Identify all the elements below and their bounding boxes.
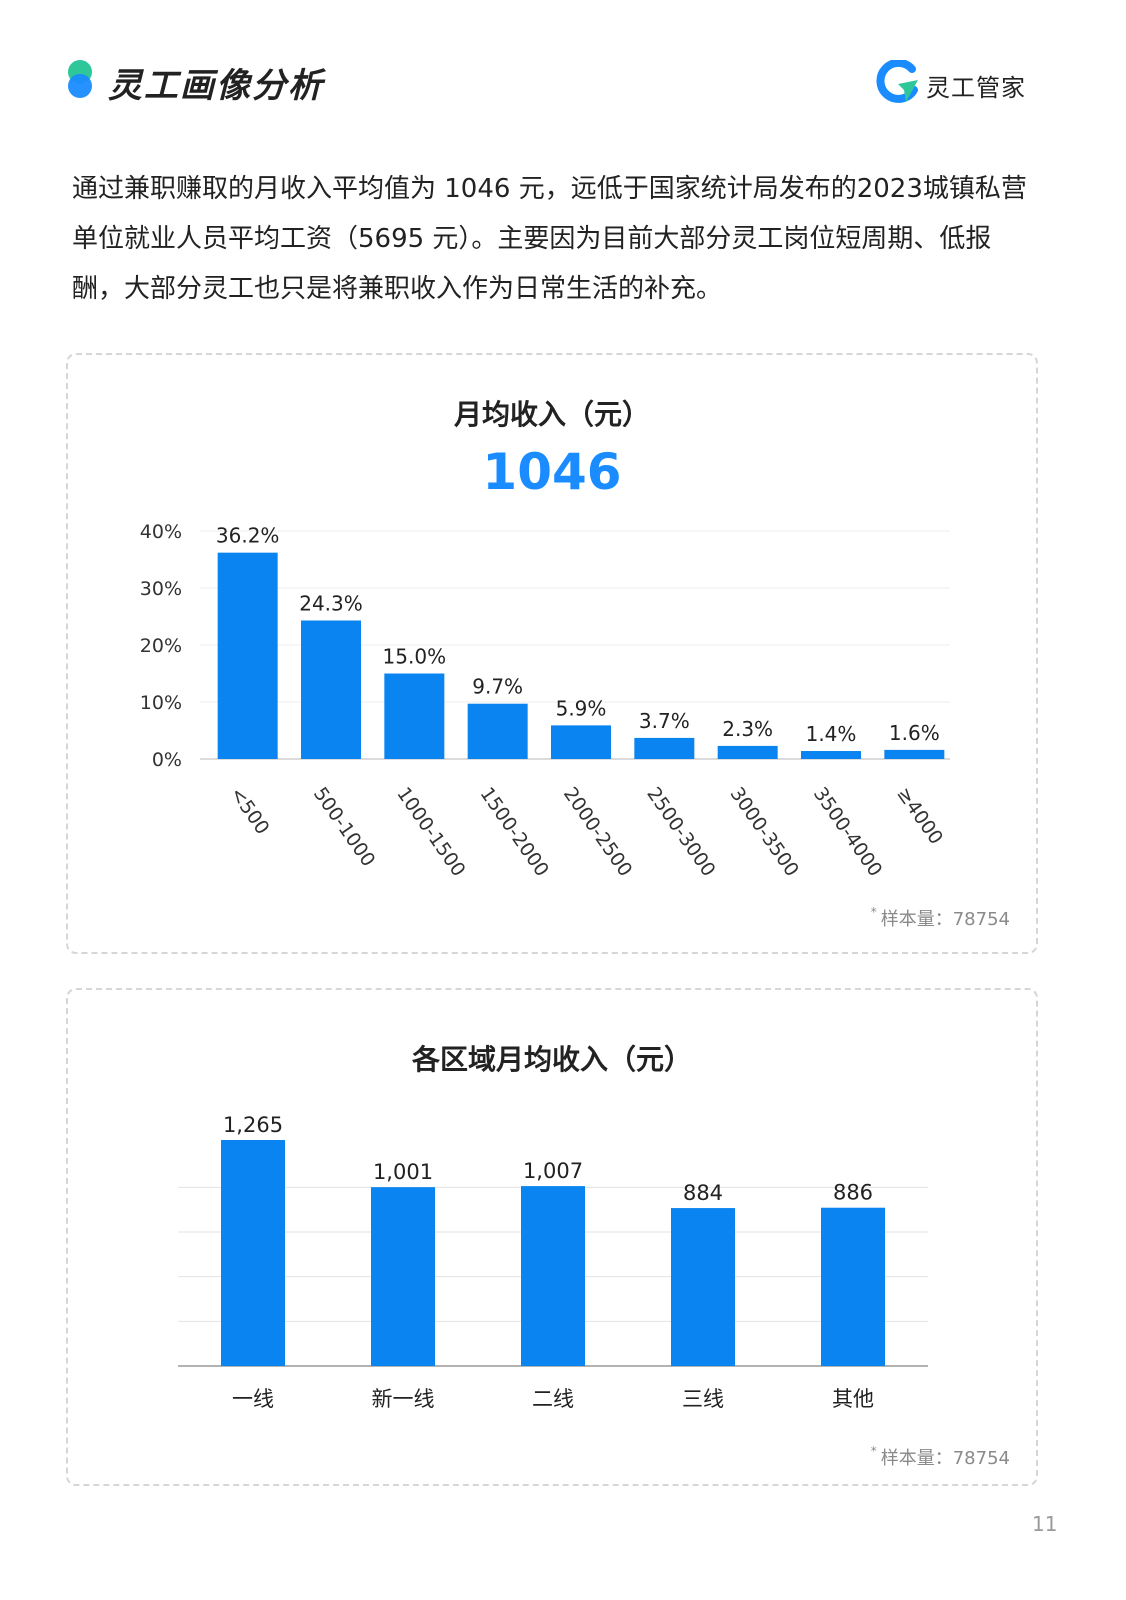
data-label: 24.3%	[299, 591, 363, 615]
sample-size-text: 样本量：78754	[880, 909, 1010, 930]
section-dot-icon	[66, 58, 94, 102]
data-label: 1.6%	[889, 721, 940, 745]
y-tick-label: 10%	[140, 692, 182, 714]
income-distribution-chart: 0% 10% 20% 30% 40% 36.2% <500 24.3% 500-1000 15.0…	[140, 521, 950, 881]
sample-size-text: 样本量：78754	[880, 1448, 1010, 1469]
y-tick-label: 40%	[140, 521, 182, 543]
y-tick-label: 0%	[152, 749, 182, 771]
bar	[467, 703, 528, 759]
x-tick-label: 500-1000	[309, 783, 379, 871]
data-label: 9.7%	[472, 675, 523, 699]
section-title: 灵工画像分析	[108, 66, 324, 106]
page-number: 11	[1032, 1512, 1058, 1536]
bar	[521, 1186, 585, 1366]
bar	[884, 749, 945, 759]
bar	[717, 745, 778, 759]
data-label: 884	[683, 1181, 723, 1205]
data-label: 1.4%	[806, 722, 857, 746]
data-label: 1,265	[223, 1113, 283, 1137]
bar	[801, 751, 861, 759]
x-tick-label: 二线	[532, 1387, 574, 1411]
x-tick-label: 1500-2000	[476, 783, 553, 880]
x-tick-label: 2500-3000	[642, 783, 719, 880]
bar	[671, 1208, 735, 1366]
data-label: 5.9%	[556, 696, 607, 720]
regional-income-chart: 1,265 一线 1,001 新一线 1,007 二线 884 三线 886 其他	[178, 1113, 928, 1411]
x-tick-label: 1000-1500	[392, 783, 469, 880]
data-label: 1,007	[523, 1159, 583, 1183]
income-distribution-card: 月均收入（元） 1046 0% 10% 20% 30% 40% 36.2% <500 24.3…	[66, 353, 1038, 954]
x-tick-label: ≥4000	[892, 783, 947, 848]
data-label: 2.3%	[722, 717, 773, 741]
x-tick-label: 一线	[232, 1387, 274, 1411]
average-income-value: 1046	[482, 443, 622, 501]
bar	[821, 1207, 885, 1366]
data-label: 886	[833, 1181, 873, 1205]
brand-logo-icon	[876, 60, 918, 103]
brand-name: 灵工管家	[926, 74, 1026, 102]
bar	[217, 552, 278, 759]
x-tick-label: 三线	[682, 1387, 724, 1411]
x-tick-label: 2000-2500	[559, 783, 636, 880]
bar	[301, 620, 361, 759]
data-label: 15.0%	[383, 645, 447, 669]
y-tick-label: 30%	[140, 578, 182, 600]
x-tick-label: 其他	[832, 1387, 874, 1411]
chart-title: 月均收入（元）	[453, 398, 650, 431]
data-label: 3.7%	[639, 709, 690, 733]
data-label: 1,001	[373, 1160, 433, 1184]
bar	[384, 673, 445, 759]
sample-size-note: * 样本量：78754	[870, 905, 1010, 930]
bar	[634, 737, 695, 759]
intro-paragraph: 通过兼职赚取的月收入平均值为 1046 元，远低于国家统计局发布的2023城镇私…	[72, 174, 1027, 304]
x-tick-label: 3500-4000	[809, 783, 886, 880]
x-tick-label: 新一线	[372, 1387, 435, 1411]
regional-income-card: 各区域月均收入（元） 1,265 一线 1,001 新一线 1,007 二线 884 三线 88…	[66, 988, 1038, 1486]
x-tick-label: 3000-3500	[726, 783, 803, 880]
bar	[551, 725, 611, 759]
data-label: 36.2%	[216, 524, 280, 548]
sample-size-note: * 样本量：78754	[870, 1444, 1010, 1469]
bar	[221, 1140, 285, 1366]
x-tick-label: <500	[226, 783, 274, 838]
y-tick-label: 20%	[140, 635, 182, 657]
chart-title: 各区域月均收入（元）	[411, 1043, 692, 1076]
bar	[371, 1187, 435, 1366]
